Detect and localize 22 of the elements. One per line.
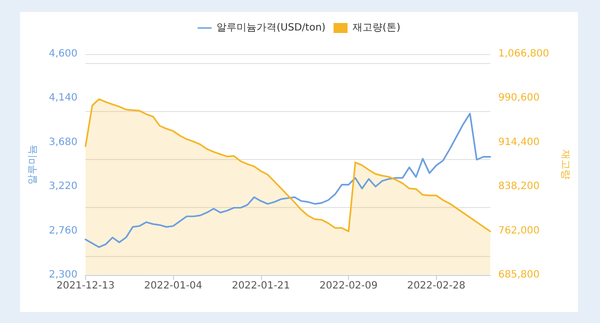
y2-axis-title: 재고량	[560, 150, 570, 180]
x-tick-label: 2022-02-28	[407, 280, 466, 292]
line-series	[84, 112, 492, 248]
y2-tick-label: 838,200	[498, 181, 540, 192]
y2-tick-label: 762,000	[498, 225, 540, 236]
x-tick-label: 2022-01-04	[144, 280, 202, 292]
y2-tick-label: 914,400	[498, 136, 540, 148]
legend-label: 재고량(톤)	[352, 22, 400, 34]
y2-tick-label: 990,600	[498, 92, 540, 104]
y-tick-label: 2,300	[48, 270, 78, 280]
x-tick-label: 2022-02-09	[320, 280, 378, 292]
y2-tick-label: 1,066,800	[498, 48, 550, 60]
y-tick-label: 2,760	[48, 225, 78, 236]
y2-tick-label: 685,800	[498, 270, 540, 280]
y-tick-label: 3,220	[48, 181, 78, 192]
y-tick-label: 4,600	[48, 48, 78, 60]
x-tick-label: 2021-12-13	[56, 280, 115, 292]
y-axis-title: 알루미늄	[28, 144, 38, 184]
x-tick-label: 2022-01-21	[232, 280, 290, 292]
y-tick-label: 4,140	[48, 92, 78, 104]
legend-label: 알루미늄가격(USD/ton)	[216, 22, 326, 34]
y-tick-label: 3,680	[48, 136, 78, 148]
